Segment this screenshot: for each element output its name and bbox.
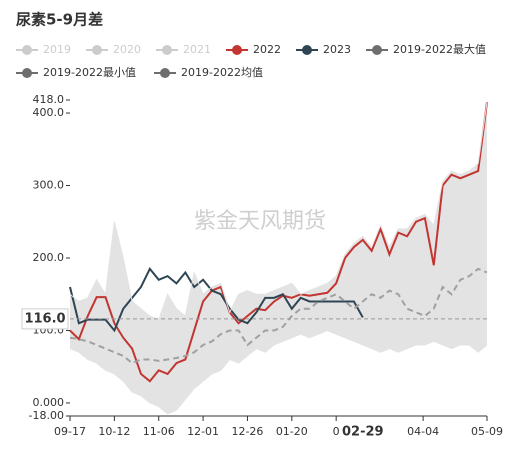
y-tick-label: 200.0: [33, 251, 65, 264]
x-tick-label: 11-06: [143, 425, 175, 438]
legend-icon[interactable]: [22, 45, 32, 55]
legend-icon[interactable]: [372, 45, 382, 55]
legend-label[interactable]: 2023: [323, 43, 351, 56]
min-max-band: [70, 102, 487, 414]
chart-title: 尿素5-9月差: [16, 11, 103, 29]
x-tick-label: 12-26: [231, 425, 263, 438]
legend-icon[interactable]: [160, 68, 170, 78]
legend-label[interactable]: 2019-2022最大值: [393, 42, 486, 56]
series-line: [69, 267, 364, 333]
x-tick-label: 04-04: [407, 425, 439, 438]
legend-label[interactable]: 2020: [113, 43, 141, 56]
x-tick-label: 0: [333, 425, 340, 438]
legend-label[interactable]: 2019-2022均值: [181, 66, 263, 79]
x-tick-label: 12-01: [187, 425, 219, 438]
pointer-label: 116.0: [24, 311, 65, 326]
y-tick-label: -18.00: [29, 409, 64, 422]
series-line: [69, 102, 488, 383]
watermark: 紫金天风期货: [194, 209, 326, 234]
y-tick-label: 300.0: [33, 179, 65, 192]
x-tick-label: 01-20: [276, 425, 308, 438]
pointer-label: 02-29: [342, 425, 384, 440]
x-tick-label: 10-12: [98, 425, 130, 438]
legend-label[interactable]: 2019-2022最小值: [43, 66, 136, 79]
pointer-box: [340, 421, 385, 441]
y-tick-label: 400.0: [33, 106, 65, 119]
x-tick-label: 09-17: [54, 425, 86, 438]
legend-icon[interactable]: [22, 68, 32, 78]
legend-icon[interactable]: [232, 45, 242, 55]
x-tick-label: 05-09: [471, 425, 503, 438]
legend-icon[interactable]: [302, 45, 312, 55]
legend-icon[interactable]: [162, 45, 172, 55]
legend-label[interactable]: 2021: [183, 43, 211, 56]
legend-label[interactable]: 2019: [43, 43, 71, 56]
series-line: [69, 102, 488, 321]
y-tick-label: 418.0: [33, 93, 65, 106]
series-line: [69, 329, 488, 415]
y-tick-label: 0.000: [33, 396, 65, 409]
pointer-box: [21, 308, 69, 330]
legend-label[interactable]: 2022: [253, 43, 281, 56]
series-line: [69, 267, 488, 365]
legend-icon[interactable]: [92, 45, 102, 55]
